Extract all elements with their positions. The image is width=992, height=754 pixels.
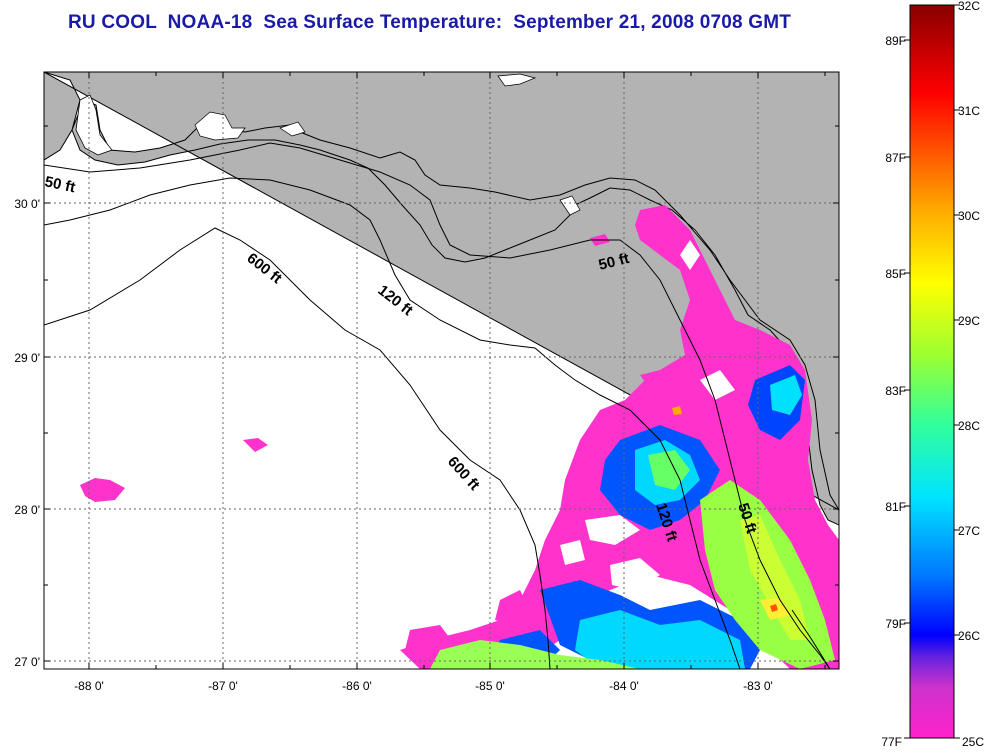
colorbar-f-label: 79F xyxy=(885,617,906,631)
colorbar-c-label: 31C xyxy=(958,104,980,118)
colorbar-f-label: 81F xyxy=(885,500,906,514)
lat-label: 29 0' xyxy=(14,351,40,365)
colorbar-c-label: 29C xyxy=(958,314,980,328)
lon-label: -84 0' xyxy=(609,679,639,693)
lat-label: 28 0' xyxy=(14,503,40,517)
map-title: RU COOL NOAA-18 Sea Surface Temperature:… xyxy=(68,12,792,33)
tick-marks xyxy=(44,72,839,669)
lat-label: 30 0' xyxy=(14,197,40,211)
colorbar-f-label: 77F xyxy=(881,735,902,749)
lon-label: -88 0' xyxy=(74,679,104,693)
latitude-labels: 30 0' 29 0' 28 0' 27 0' xyxy=(14,197,40,669)
lon-label: -87 0' xyxy=(208,679,238,693)
lon-label: -83 0' xyxy=(743,679,773,693)
lon-label: -86 0' xyxy=(342,679,372,693)
coastline-detail xyxy=(75,94,113,156)
colorbar-f-label: 85F xyxy=(885,267,906,281)
lon-label: -85 0' xyxy=(475,679,505,693)
bay-water xyxy=(194,73,581,216)
colorbar-c-label: 32C xyxy=(958,0,980,13)
colorbar-f-label: 87F xyxy=(885,151,906,165)
colorbar-gradient xyxy=(909,4,955,739)
colorbar: 32C 31C 30C 29C 28C 27C 26C 25C 89F 87F … xyxy=(881,0,984,749)
colorbar-c-label: 27C xyxy=(958,524,980,538)
colorbar-f-label: 83F xyxy=(885,384,906,398)
colorbar-c-label: 30C xyxy=(958,209,980,223)
contour-label-50ft-west: 50 ft xyxy=(43,173,77,196)
colorbar-f-label: 89F xyxy=(885,34,906,48)
depth-contours xyxy=(44,142,831,669)
contour-label-50ft-east: 50 ft xyxy=(597,250,631,274)
longitude-labels: -88 0' -87 0' -86 0' -85 0' -84 0' -83 0… xyxy=(74,679,773,693)
colorbar-c-label: 25C xyxy=(962,735,984,749)
plot-frame xyxy=(43,71,840,670)
colorbar-c-label: 26C xyxy=(958,629,980,643)
colorbar-c-label: 28C xyxy=(958,419,980,433)
lat-label: 27 0' xyxy=(14,655,40,669)
